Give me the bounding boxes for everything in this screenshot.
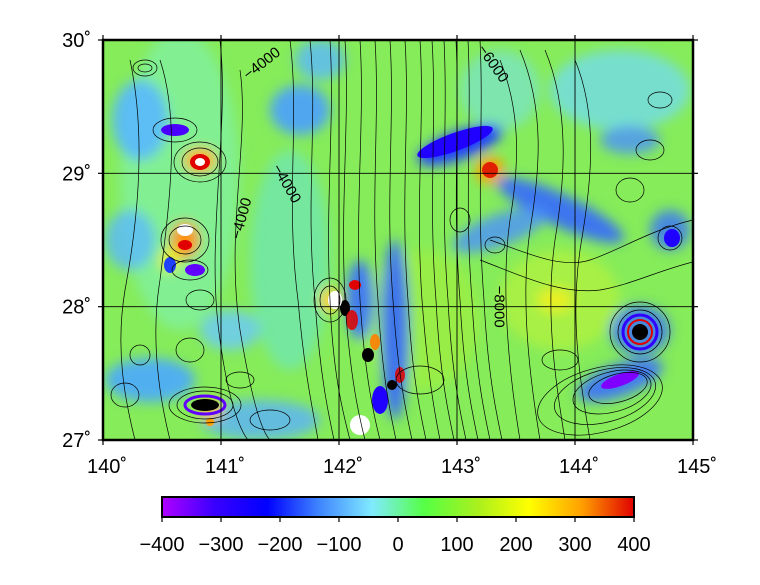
bathymetry-contours: [110, 40, 693, 440]
axis-ticks: 140˚ 141˚ 142˚ 143˚ 144˚ 145˚ 27˚ 28˚ 29˚ 30˚: [62, 30, 717, 478]
x-tick-label: 144˚: [559, 456, 599, 478]
anomaly-field: [103, 40, 693, 440]
colorbar-tick-label: −100: [316, 534, 361, 556]
colorbar-tick-label: −300: [198, 534, 243, 556]
colorbar-tick-label: 400: [617, 534, 650, 556]
colorbar-tick-label: −200: [257, 534, 302, 556]
colorbar-tick-label: 300: [558, 534, 591, 556]
y-tick-label: 28˚: [62, 297, 91, 319]
x-tick-label: 140˚: [87, 456, 127, 478]
colorbar-tick-label: 0: [392, 534, 403, 556]
contour-label: −8000: [490, 286, 507, 328]
x-tick-label: 143˚: [441, 456, 481, 478]
colorbar-tick-label: 200: [499, 534, 532, 556]
x-tick-label: 141˚: [205, 456, 245, 478]
colorbar: [161, 496, 635, 518]
colorbar-tick-label: −400: [139, 534, 184, 556]
y-tick-label: 30˚: [62, 30, 91, 52]
y-tick-label: 29˚: [62, 163, 91, 185]
graticule: [103, 40, 693, 440]
x-tick-label: 142˚: [323, 456, 363, 478]
colorbar-ticks: −400 −300 −200 −100 0 100 200 300 400: [139, 517, 651, 556]
map-frame: [101, 38, 695, 442]
y-tick-label: 27˚: [62, 430, 91, 452]
colorbar-tick-label: 100: [440, 534, 473, 556]
x-tick-label: 145˚: [677, 456, 717, 478]
